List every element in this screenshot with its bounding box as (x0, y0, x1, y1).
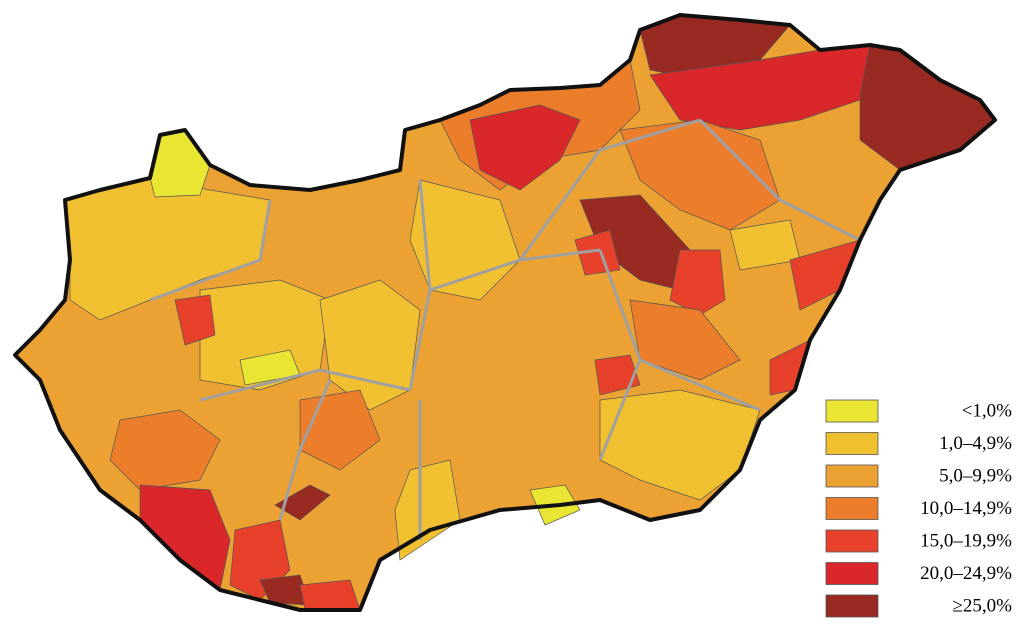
legend-swatch (825, 497, 879, 520)
legend-label: 5,0–9,9% (939, 465, 1012, 486)
county-border (149, 118, 861, 540)
legend: <1,0% 1,0–4,9% 5,0–9,9% 10,0–14,9% 15,0–19,9… (825, 399, 1012, 618)
region (859, 44, 996, 171)
legend-label: 1,0–4,9% (939, 433, 1012, 454)
region (629, 299, 741, 381)
region (109, 409, 221, 491)
region (299, 389, 381, 471)
legend-swatch (825, 562, 879, 585)
legend-label: 10,0–14,9% (920, 498, 1012, 519)
region (599, 389, 761, 501)
legend-label: 20,0–24,9% (920, 563, 1012, 584)
region (574, 229, 621, 276)
region (394, 459, 461, 561)
legend-label: <1,0% (962, 400, 1012, 421)
legend-swatch (825, 594, 879, 618)
region (619, 119, 781, 231)
region (274, 484, 331, 521)
map-regions (14, 14, 996, 611)
region (174, 294, 216, 346)
legend-swatch (825, 432, 879, 455)
legend-swatch (825, 464, 879, 488)
legend-swatch (825, 529, 879, 553)
region (669, 249, 726, 316)
county-borders (149, 118, 861, 540)
country-border (13, 13, 997, 612)
region (299, 579, 361, 611)
region (469, 104, 581, 191)
legend-label: ≥25,0% (952, 595, 1012, 616)
legend-label: 15,0–19,9% (920, 530, 1012, 551)
legend-swatch (825, 399, 879, 423)
